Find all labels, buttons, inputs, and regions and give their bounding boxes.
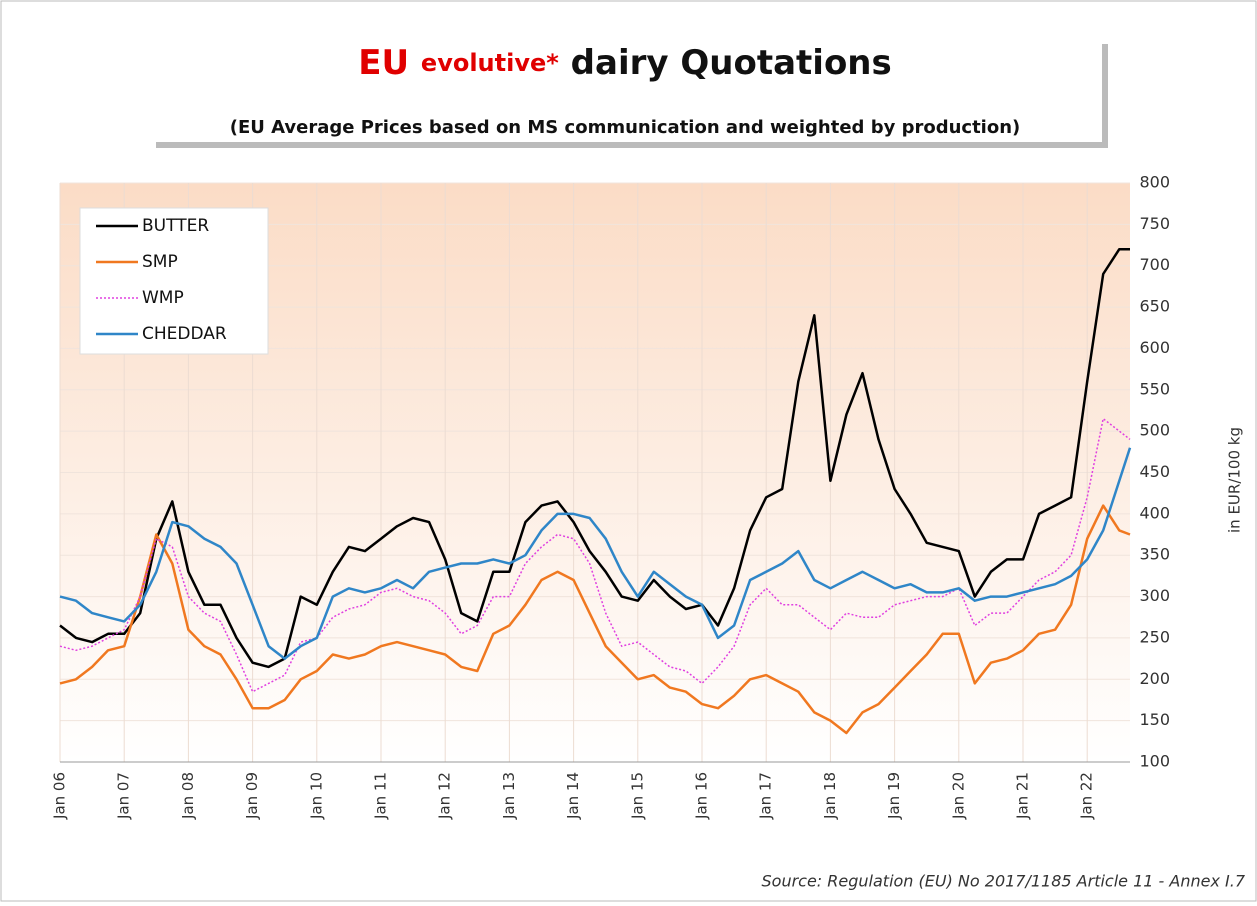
- x-tick-label: Jan 20: [949, 772, 967, 820]
- y-tick-label: 350: [1139, 545, 1170, 564]
- y-tick-label: 700: [1139, 255, 1170, 274]
- title-box: [150, 38, 1102, 142]
- x-tick-label: Jan 15: [628, 772, 646, 820]
- x-tick-label: Jan 07: [115, 772, 133, 820]
- x-tick-label: Jan 19: [885, 772, 903, 820]
- y-tick-label: 750: [1139, 214, 1170, 233]
- y-tick-label: 550: [1139, 379, 1170, 398]
- y-tick-label: 500: [1139, 421, 1170, 440]
- x-tick-label: Jan 13: [500, 772, 518, 820]
- x-tick-label: Jan 09: [243, 772, 261, 820]
- y-tick-label: 100: [1139, 752, 1170, 771]
- x-tick-label: Jan 21: [1014, 772, 1032, 820]
- source: Source: Regulation (EU) No 2017/1185 Art…: [762, 872, 1246, 891]
- y-tick-label: 250: [1139, 627, 1170, 646]
- x-tick-label: Jan 16: [693, 772, 711, 820]
- legend-label: BUTTER: [142, 216, 209, 236]
- series-line: [59, 504, 1131, 735]
- y-tick-label: 150: [1139, 710, 1170, 729]
- x-tick-label: Jan 22: [1078, 772, 1096, 820]
- x-tick-label: Jan 10: [307, 772, 325, 820]
- legend-label: SMP: [142, 252, 178, 272]
- y-axis-label: in EUR/100 kg: [1226, 427, 1244, 533]
- x-tick-label: Jan 08: [179, 772, 197, 820]
- y-tick-label: 300: [1139, 586, 1170, 605]
- legend-label: WMP: [142, 288, 184, 308]
- y-tick-label: 200: [1139, 669, 1170, 688]
- chart-title: EU evolutive* dairy Quotations: [358, 43, 892, 83]
- x-tick-label: Jan 14: [564, 772, 582, 820]
- x-tick-label: Jan 06: [51, 772, 69, 820]
- legend-box: [79, 207, 269, 355]
- series-line: [59, 417, 1131, 693]
- subtitle: (EU Average Prices based on MS communica…: [230, 117, 1021, 138]
- y-tick-label: 800: [1139, 173, 1170, 192]
- legend-label: CHEDDAR: [142, 324, 227, 344]
- x-tick-label: Jan 17: [757, 772, 775, 820]
- series-line: [59, 247, 1130, 669]
- x-tick-label: Jan 11: [372, 772, 390, 820]
- series-line: [59, 447, 1132, 660]
- y-tick-label: 650: [1139, 297, 1170, 316]
- y-tick-label: 450: [1139, 462, 1170, 481]
- y-tick-label: 600: [1139, 338, 1170, 357]
- y-tick-label: 400: [1139, 503, 1170, 522]
- x-tick-label: Jan 12: [436, 772, 454, 820]
- x-tick-label: Jan 18: [821, 772, 839, 820]
